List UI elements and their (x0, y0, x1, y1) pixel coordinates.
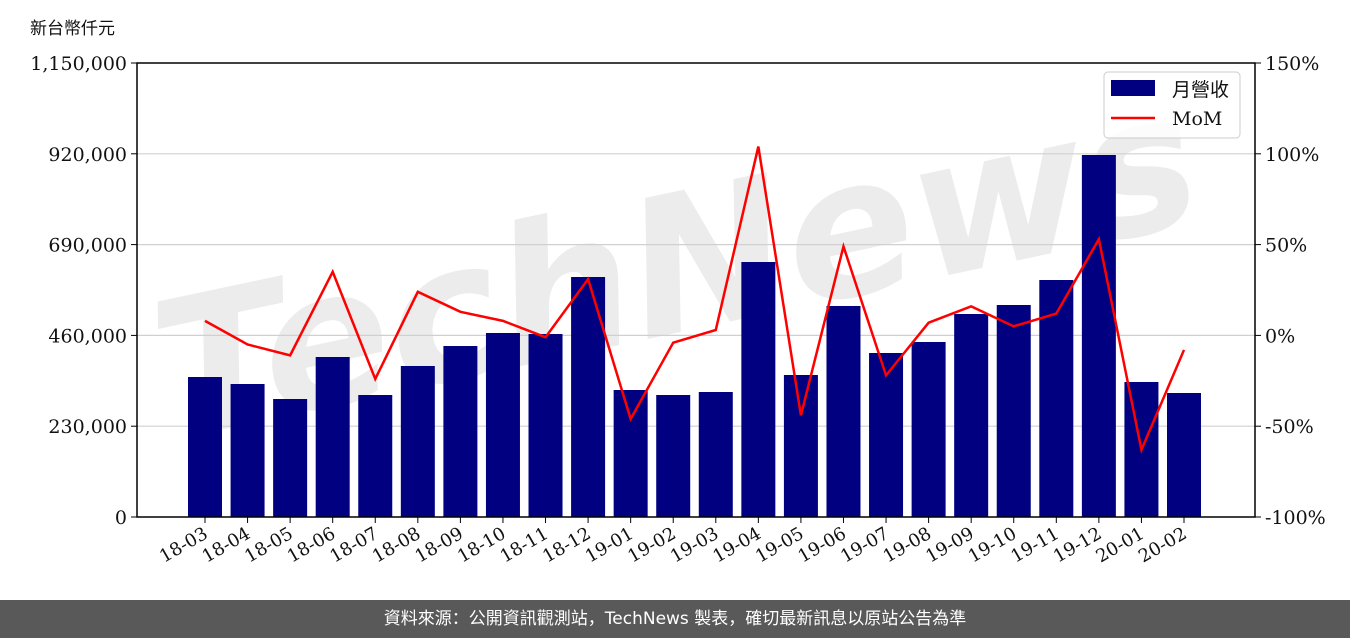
left-tick-label: 0 (115, 507, 127, 529)
legend-label-revenue: 月營收 (1172, 79, 1229, 101)
x-tick-label: 18-11 (497, 523, 552, 567)
x-tick-label: 18-04 (199, 523, 254, 567)
x-tick-label: 19-06 (795, 523, 850, 567)
x-tick-label: 19-08 (880, 523, 935, 567)
legend: 月營收 MoM (1103, 71, 1241, 139)
plot-frame (136, 62, 1256, 518)
bar-18-07 (358, 395, 393, 517)
bar-19-01 (613, 389, 648, 517)
left-tick-label: 230,000 (48, 416, 127, 438)
x-tick-label: 18-05 (241, 523, 296, 567)
bar-19-09 (954, 314, 989, 517)
bar-19-03 (698, 392, 733, 517)
bar-19-02 (656, 395, 691, 517)
bar-20-02 (1167, 392, 1201, 517)
x-tick-label: 19-12 (1050, 523, 1105, 567)
revenue-chart: TechNews0230,000460,000690,000920,0001,1… (30, 48, 1326, 567)
x-tick-label: 19-03 (667, 523, 722, 567)
x-tick-label: 19-09 (922, 523, 977, 567)
legend-bar-swatch (1111, 80, 1155, 96)
bar-18-08 (400, 365, 435, 517)
bar-18-04 (230, 383, 265, 517)
bar-19-10 (996, 305, 1031, 517)
y-axis-unit-label: 新台幣仟元 (30, 19, 115, 39)
bar-19-08 (911, 341, 946, 517)
x-tick-label: 18-12 (539, 523, 594, 567)
x-tick-label: 18-03 (156, 523, 211, 567)
bar-18-10 (485, 332, 520, 517)
x-tick-label: 18-10 (454, 523, 509, 567)
bar-18-06 (315, 356, 350, 517)
x-tick-label: 19-11 (1007, 523, 1062, 567)
bar-18-09 (443, 346, 478, 517)
right-tick-label: 100% (1265, 144, 1319, 166)
mom-line (204, 146, 1186, 455)
right-tick-label: 50% (1265, 235, 1307, 257)
right-tick-label: 150% (1265, 53, 1319, 75)
x-tick-label: 18-07 (326, 523, 381, 567)
right-tick-label: -50% (1265, 416, 1314, 438)
x-tick-label: 19-01 (582, 523, 637, 567)
right-tick-label: -100% (1265, 507, 1326, 529)
bar-18-12 (571, 277, 606, 517)
bar-18-03 (188, 377, 222, 517)
bar-19-07 (869, 353, 904, 517)
source-footer: 資料來源：公開資訊觀測站，TechNews 製表，確切最新訊息以原站公告為準 (0, 600, 1350, 638)
left-tick-label: 460,000 (48, 325, 127, 347)
x-tick-label: 18-08 (369, 523, 424, 567)
right-tick-label: 0% (1265, 325, 1295, 347)
left-tick-label: 690,000 (48, 235, 127, 257)
left-tick-label: 920,000 (48, 144, 127, 166)
bar-19-06 (826, 305, 861, 517)
x-tick-label: 19-10 (965, 523, 1020, 567)
bar-19-11 (1039, 280, 1074, 517)
x-tick-label: 20-01 (1092, 523, 1147, 567)
x-tick-label: 18-09 (411, 523, 466, 567)
x-tick-label: 20-02 (1135, 523, 1190, 567)
bar-19-05 (783, 374, 818, 517)
bar-18-05 (273, 398, 308, 517)
bar-19-04 (741, 262, 776, 517)
x-tick-label: 18-06 (284, 523, 339, 567)
legend-label-mom: MoM (1172, 108, 1222, 130)
x-tick-label: 19-05 (752, 523, 807, 567)
bar-19-12 (1081, 154, 1116, 517)
left-tick-label: 1,150,000 (30, 53, 127, 75)
x-tick-label: 19-04 (709, 523, 764, 567)
bar-18-11 (528, 334, 563, 517)
x-tick-label: 19-07 (837, 523, 892, 567)
x-tick-label: 19-02 (624, 523, 679, 567)
